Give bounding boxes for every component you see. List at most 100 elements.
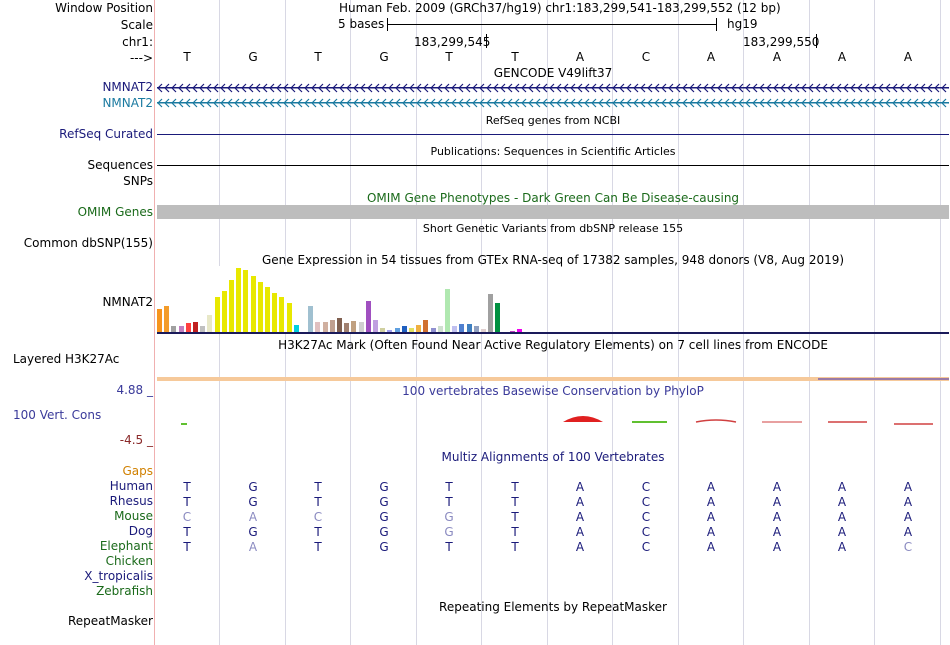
multiz-species-label[interactable]: Elephant: [99, 539, 153, 553]
multiz-base: A: [248, 510, 258, 524]
gtex-tissue-bar[interactable]: [221, 291, 227, 332]
base-letter: T: [314, 50, 322, 64]
multiz-species-label[interactable]: Dog: [128, 524, 153, 538]
multiz-base: G: [379, 510, 389, 524]
gtex-tissue-bar[interactable]: [344, 323, 350, 332]
gtex-tissue-bar[interactable]: [445, 289, 450, 332]
gtex-tissue-bar[interactable]: [279, 297, 285, 332]
gtex-tissue-bar[interactable]: [509, 331, 515, 332]
gtex-tissue-bar[interactable]: [452, 326, 458, 332]
base-letter: G: [248, 50, 258, 64]
omim-feature-bar[interactable]: [157, 205, 949, 219]
publications-line[interactable]: [157, 165, 949, 166]
multiz-base: A: [772, 480, 782, 494]
gencode-transcript-1[interactable]: [157, 81, 949, 95]
gtex-tissue-bar[interactable]: [214, 297, 220, 332]
gtex-tissue-bar[interactable]: [394, 328, 400, 332]
repeatmasker-track-label[interactable]: RepeatMasker: [67, 614, 153, 628]
gtex-tissue-bar[interactable]: [157, 309, 162, 332]
gencode-track-label-1[interactable]: NMNAT2: [102, 80, 153, 94]
refseq-gene-line[interactable]: [157, 134, 949, 135]
multiz-base: A: [706, 525, 716, 539]
scale-bar-left-tick: [387, 18, 388, 31]
gtex-tissue-bar[interactable]: [185, 323, 191, 332]
gtex-tissue-bar[interactable]: [401, 326, 407, 332]
scale-value: 5 bases: [338, 17, 385, 31]
gtex-tissue-bar[interactable]: [236, 268, 242, 332]
gtex-tissue-bar[interactable]: [387, 330, 393, 332]
gtex-tissue-bar[interactable]: [481, 329, 486, 332]
phylop-signal[interactable]: [157, 410, 949, 430]
gtex-tissue-bar[interactable]: [459, 324, 465, 332]
gtex-tissue-bar[interactable]: [473, 326, 479, 332]
gtex-tissue-bar[interactable]: [200, 326, 206, 332]
multiz-base: A: [837, 480, 847, 494]
multiz-base: G: [379, 480, 389, 494]
base-letter: T: [183, 50, 191, 64]
gtex-tissue-bar[interactable]: [337, 318, 342, 332]
gridline: [678, 0, 679, 645]
gtex-tissue-bar[interactable]: [517, 329, 522, 332]
dbsnp-title: Short Genetic Variants from dbSNP releas…: [422, 222, 684, 235]
gtex-tissue-bar[interactable]: [193, 322, 198, 332]
gtex-tissue-bar[interactable]: [495, 303, 501, 332]
multiz-gaps-label[interactable]: Gaps: [122, 464, 153, 478]
chrom-label[interactable]: chr1:: [122, 35, 153, 49]
gtex-tissue-bar[interactable]: [257, 282, 263, 332]
gtex-tissue-bar[interactable]: [308, 306, 314, 332]
gtex-tissue-bar[interactable]: [409, 328, 414, 332]
gencode-track-label-2[interactable]: NMNAT2: [102, 96, 153, 110]
refseq-track-label[interactable]: RefSeq Curated: [59, 127, 153, 141]
gtex-tissue-bar[interactable]: [178, 326, 184, 332]
gtex-tissue-bar[interactable]: [265, 287, 270, 332]
gtex-tissue-bar[interactable]: [358, 322, 364, 332]
gtex-tissue-bar[interactable]: [351, 321, 357, 332]
publications-track-label[interactable]: Sequences: [87, 158, 153, 172]
h3k27ac-track-label[interactable]: Layered H3K27Ac: [13, 352, 120, 366]
multiz-base: T: [511, 525, 519, 539]
gtex-tissue-bar[interactable]: [437, 326, 443, 332]
gtex-tissue-bar[interactable]: [365, 301, 371, 332]
gtex-tissue-bar[interactable]: [416, 325, 422, 332]
scale-label[interactable]: Scale: [120, 18, 153, 32]
gtex-tissue-bar[interactable]: [315, 322, 321, 332]
gencode-transcript-2[interactable]: [157, 96, 949, 110]
gtex-bar-chart[interactable]: [157, 266, 537, 332]
base-letter: A: [772, 50, 782, 64]
gtex-tissue-bar[interactable]: [423, 320, 429, 332]
phylop-track-label[interactable]: 100 Vert. Cons: [13, 408, 102, 422]
base-letter: G: [379, 50, 389, 64]
multiz-base: G: [379, 495, 389, 509]
window-position-label[interactable]: Window Position: [55, 1, 153, 15]
gtex-tissue-bar[interactable]: [430, 328, 436, 332]
multiz-species-label[interactable]: Rhesus: [109, 494, 153, 508]
gtex-tissue-bar[interactable]: [466, 324, 472, 332]
gtex-tissue-bar[interactable]: [250, 276, 256, 332]
gtex-tissue-bar[interactable]: [207, 315, 213, 332]
gtex-tissue-bar[interactable]: [243, 270, 249, 332]
multiz-species-label[interactable]: Mouse: [114, 509, 153, 523]
multiz-species-label[interactable]: X_tropicalis: [84, 569, 153, 583]
multiz-species-label[interactable]: Zebrafish: [96, 584, 153, 598]
gtex-tissue-bar[interactable]: [171, 326, 177, 332]
gtex-tissue-bar[interactable]: [293, 325, 299, 332]
dbsnp-track-label[interactable]: Common dbSNP(155): [23, 236, 153, 250]
gtex-tissue-bar[interactable]: [373, 320, 378, 332]
gtex-tissue-bar[interactable]: [286, 303, 292, 332]
multiz-base: T: [314, 525, 322, 539]
gtex-tissue-bar[interactable]: [322, 322, 328, 332]
gtex-tissue-bar[interactable]: [229, 280, 234, 332]
h3k27ac-signal-band[interactable]: [157, 377, 949, 381]
h3k27ac-signal-peak: [818, 378, 949, 380]
multiz-species-label[interactable]: Human: [109, 479, 153, 493]
gtex-tissue-bar[interactable]: [380, 328, 386, 332]
gtex-tissue-bar[interactable]: [488, 294, 494, 332]
omim-track-label[interactable]: OMIM Genes: [77, 205, 153, 219]
gtex-tissue-bar[interactable]: [164, 306, 170, 332]
strand-arrow-label[interactable]: --->: [129, 51, 153, 65]
multiz-species-label[interactable]: Chicken: [105, 554, 153, 568]
multiz-base: A: [903, 480, 913, 494]
gtex-track-label[interactable]: NMNAT2: [102, 295, 153, 309]
gtex-tissue-bar[interactable]: [329, 320, 335, 332]
gtex-tissue-bar[interactable]: [272, 293, 278, 332]
